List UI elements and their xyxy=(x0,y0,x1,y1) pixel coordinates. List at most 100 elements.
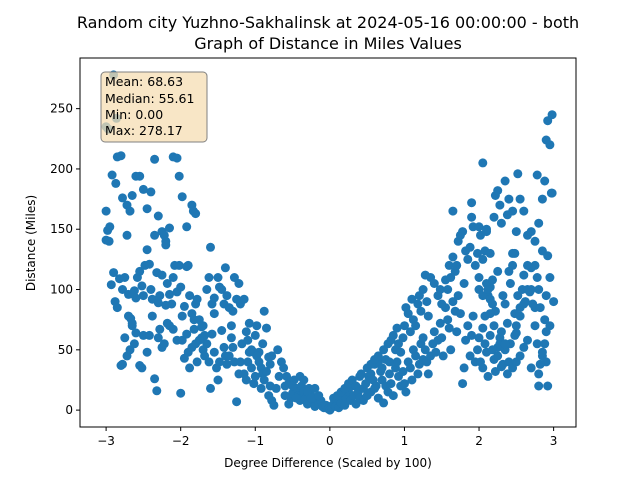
data-point xyxy=(215,357,224,367)
data-point xyxy=(111,178,121,188)
data-point xyxy=(258,339,268,349)
data-point xyxy=(112,303,122,313)
data-point xyxy=(224,351,234,361)
data-point xyxy=(256,383,266,393)
data-point xyxy=(209,309,219,319)
chart-title-line-1: Random city Yuzhno-Sakhalinsk at 2024-05… xyxy=(77,13,579,32)
data-point xyxy=(463,254,473,264)
data-point xyxy=(482,224,491,234)
data-point xyxy=(142,245,152,255)
data-point xyxy=(418,333,428,343)
data-point xyxy=(116,151,126,161)
data-point xyxy=(511,321,521,331)
y-tick-label: 100 xyxy=(50,283,73,297)
x-axis-ticks: −3 −2 −1 0 1 2 3 xyxy=(97,427,557,448)
data-point xyxy=(489,212,499,222)
data-point xyxy=(135,171,145,181)
data-point xyxy=(118,193,127,203)
stats-min: Min: 0.00 xyxy=(105,107,163,122)
data-point xyxy=(388,391,398,401)
data-point xyxy=(165,223,174,233)
data-point xyxy=(444,323,454,333)
data-point xyxy=(508,206,518,216)
data-point xyxy=(459,363,469,373)
data-point xyxy=(532,339,542,349)
data-point xyxy=(532,273,542,282)
data-point xyxy=(168,273,178,282)
data-point xyxy=(478,363,488,373)
data-point xyxy=(155,324,165,334)
data-point xyxy=(222,291,232,301)
x-tick-label: −1 xyxy=(246,434,264,448)
data-point xyxy=(107,170,117,180)
data-point xyxy=(213,273,223,282)
data-point xyxy=(202,339,212,349)
data-point xyxy=(192,294,202,304)
data-point xyxy=(239,294,249,304)
data-point xyxy=(429,327,439,337)
data-point xyxy=(150,374,160,384)
data-point xyxy=(280,391,290,401)
data-point xyxy=(461,335,471,345)
data-point xyxy=(478,158,488,168)
data-point xyxy=(259,375,269,385)
data-point xyxy=(500,176,510,186)
data-point xyxy=(470,260,480,270)
data-point xyxy=(453,291,463,301)
data-point xyxy=(125,206,135,216)
data-point xyxy=(177,192,187,202)
data-point xyxy=(386,379,396,389)
data-point xyxy=(431,347,441,357)
data-point xyxy=(416,306,426,316)
data-point xyxy=(534,369,544,379)
data-point xyxy=(137,363,147,373)
data-point xyxy=(274,371,284,381)
data-point xyxy=(182,222,192,232)
data-point xyxy=(540,339,550,349)
data-point xyxy=(206,383,215,393)
data-point xyxy=(202,285,212,294)
data-point xyxy=(540,176,550,186)
data-point xyxy=(207,329,217,339)
data-point xyxy=(252,321,262,331)
data-point xyxy=(463,321,473,331)
data-point xyxy=(455,309,465,319)
data-point xyxy=(547,110,557,120)
y-axis-ticks: 0 50 100 150 200 250 xyxy=(50,102,80,417)
data-point xyxy=(515,194,525,204)
data-point xyxy=(194,335,204,345)
data-point xyxy=(478,291,488,301)
data-point xyxy=(127,318,137,328)
data-point xyxy=(438,351,448,361)
data-point xyxy=(282,371,292,381)
data-point xyxy=(493,186,503,196)
data-point xyxy=(191,209,201,219)
data-point xyxy=(452,260,462,270)
data-point xyxy=(373,351,383,361)
data-point xyxy=(468,311,478,321)
data-point xyxy=(498,291,508,301)
data-point xyxy=(269,400,279,410)
data-point xyxy=(244,318,254,328)
data-point xyxy=(478,323,488,333)
data-point xyxy=(262,367,271,376)
y-tick-label: 150 xyxy=(50,222,73,236)
data-point xyxy=(405,363,415,373)
stats-mean: Mean: 68.63 xyxy=(105,74,183,89)
data-point xyxy=(411,321,421,331)
data-point xyxy=(534,381,544,391)
data-point xyxy=(176,388,186,398)
data-point xyxy=(519,206,529,216)
data-point xyxy=(485,248,495,258)
data-point xyxy=(165,289,174,299)
data-point xyxy=(392,323,402,333)
data-point xyxy=(250,371,260,381)
data-point xyxy=(159,339,169,349)
x-tick-label: 2 xyxy=(475,434,483,448)
data-point xyxy=(105,222,115,232)
data-point xyxy=(540,315,550,325)
data-point xyxy=(377,363,387,373)
data-point xyxy=(413,299,423,309)
data-point xyxy=(523,335,532,345)
data-point xyxy=(204,273,214,282)
